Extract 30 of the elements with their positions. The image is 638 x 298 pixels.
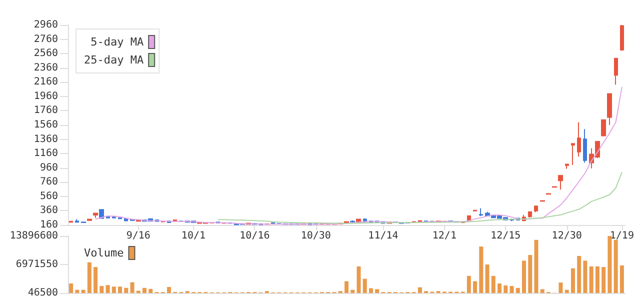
x-tick-label: 12/1 xyxy=(432,230,456,242)
y-tick-label: 2160 xyxy=(34,76,58,88)
y-tick-label: 2760 xyxy=(34,34,58,45)
x-tick-label: 11/14 xyxy=(368,230,398,242)
y-tick-label: 1960 xyxy=(34,90,58,102)
y-tick-label: 1560 xyxy=(34,120,58,130)
y-tick-label: 360 xyxy=(40,205,58,216)
y-tick-label: 1360 xyxy=(34,134,58,145)
legend-label: 25-day MA xyxy=(84,54,144,66)
y-tick-label: 560 xyxy=(40,190,58,202)
y-tick-label: 760 xyxy=(40,176,58,188)
y-tick-label: 160 xyxy=(40,220,58,230)
y-tick-label: 6971550 xyxy=(16,259,58,270)
x-tick-label: 12/15 xyxy=(490,230,521,242)
legend-label: Volume xyxy=(84,246,124,260)
y-tick-label: 2960 xyxy=(34,20,58,30)
y-tick-label: 1160 xyxy=(34,148,58,160)
y-tick-label: 2560 xyxy=(34,48,58,60)
x-tick-label: 12/30 xyxy=(552,230,582,242)
y-tick-label: 13896600 xyxy=(10,230,58,242)
y-tick-label: 46500 xyxy=(28,288,58,298)
x-tick-label: 10/30 xyxy=(300,230,331,242)
x-tick-label: 10/16 xyxy=(240,230,270,242)
y-tick-label: 960 xyxy=(40,162,58,174)
x-tick-label: 10/1 xyxy=(181,230,206,242)
y-tick-label: 1760 xyxy=(34,105,58,116)
x-tick-label: 1/19 xyxy=(610,230,634,242)
y-tick-label: 2360 xyxy=(34,62,58,74)
x-tick-label: 9/16 xyxy=(126,230,150,242)
legend-label: 5-day MA xyxy=(90,36,144,48)
